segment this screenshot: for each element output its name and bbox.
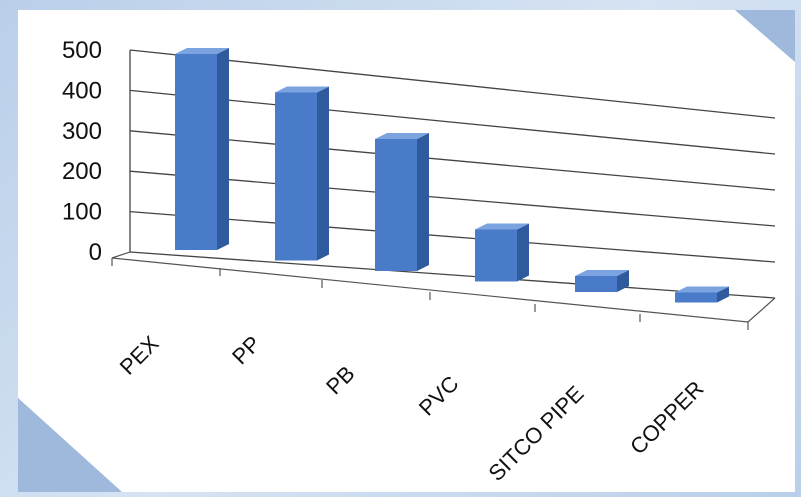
y-tick-label: 0 xyxy=(89,239,102,266)
corner-fold-top-right xyxy=(735,10,795,62)
gridline xyxy=(129,89,776,155)
bar-side xyxy=(617,270,629,292)
bar-side xyxy=(517,223,529,282)
bar-top xyxy=(475,223,529,230)
bar-top xyxy=(175,48,229,54)
bar xyxy=(475,223,529,282)
bar xyxy=(275,86,329,261)
axes xyxy=(111,50,776,330)
bar-front xyxy=(575,276,617,292)
gridline xyxy=(129,49,776,119)
bar-top xyxy=(275,86,329,93)
bar-top xyxy=(675,286,729,293)
bar-front xyxy=(275,92,317,261)
bar-side xyxy=(417,133,429,271)
bar xyxy=(175,48,229,250)
gridlines xyxy=(129,49,776,299)
bar-front xyxy=(475,229,517,282)
bar-top xyxy=(575,270,629,276)
gridline xyxy=(129,170,776,227)
y-tick-labels: 0 100 200 300 400 500 xyxy=(62,37,102,266)
bar xyxy=(375,133,429,271)
bar-side xyxy=(317,86,329,261)
gridline xyxy=(129,210,776,263)
bar-top xyxy=(375,133,429,139)
bar-front xyxy=(675,292,717,303)
y-tick-label: 500 xyxy=(62,37,102,64)
floor-edge xyxy=(111,251,776,323)
gridline xyxy=(129,130,776,191)
y-tick-label: 100 xyxy=(62,199,102,226)
bar xyxy=(675,286,729,303)
gridline xyxy=(129,251,776,299)
bar-side xyxy=(717,286,729,303)
bar-side xyxy=(217,48,229,250)
y-tick-label: 300 xyxy=(62,118,102,145)
corner-fold-bottom-left xyxy=(18,398,122,492)
bar-front xyxy=(175,54,217,250)
y-tick-label: 200 xyxy=(62,158,102,185)
y-tick-label: 400 xyxy=(62,77,102,104)
bar-front xyxy=(375,139,417,271)
bars xyxy=(175,48,729,303)
bar xyxy=(575,270,629,292)
